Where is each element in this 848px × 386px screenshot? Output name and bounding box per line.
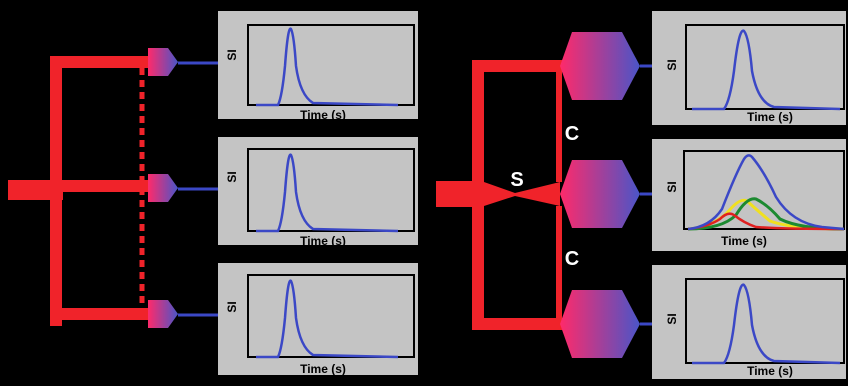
left-vessel-tree — [8, 56, 150, 326]
red-curve — [687, 212, 845, 231]
panel-background — [218, 11, 418, 119]
right-vertical-branch — [472, 60, 484, 330]
left-bottom-branch — [50, 308, 150, 320]
y-axis-label: SI — [225, 301, 239, 312]
collateral-label: C — [565, 248, 579, 270]
x-axis-label: Time (s) — [300, 234, 346, 248]
left-plot-panel: SI Time (s) — [218, 263, 418, 376]
x-axis-label: Time (s) — [300, 108, 346, 122]
plot-axes — [685, 24, 845, 110]
x-axis-label: Time (s) — [300, 362, 346, 376]
collateral-label: C — [565, 123, 579, 145]
right-plot-panel: SI Time (s) — [652, 11, 846, 125]
x-axis-label: Time (s) — [721, 234, 767, 248]
right-plot-panel-stenotic: SI Time (s) — [652, 139, 846, 251]
x-axis-label: Time (s) — [747, 110, 793, 124]
panel-background — [652, 265, 846, 379]
y-axis-label: SI — [225, 171, 239, 182]
collateral-upper — [556, 72, 562, 182]
left-trunk — [8, 180, 63, 200]
panel-background — [652, 11, 846, 125]
right-capillary-bed — [560, 32, 640, 100]
y-axis-label: SI — [665, 181, 679, 192]
x-axis-label: Time (s) — [747, 364, 793, 378]
signal-curve — [687, 154, 845, 231]
left-mid-branch — [50, 180, 150, 192]
right-trunk — [436, 181, 476, 207]
left-plot-panel: SI Time (s) — [218, 11, 418, 122]
y-axis-label: SI — [665, 313, 679, 324]
plot-axes — [685, 278, 845, 364]
panel-background — [218, 137, 418, 245]
green-curve — [687, 197, 845, 231]
signal-curve — [692, 29, 841, 111]
signal-curve — [256, 279, 399, 359]
right-capillary-bed — [560, 290, 640, 358]
stenosis-label: S — [510, 169, 523, 191]
right-capillary-beds — [560, 32, 656, 358]
left-plot-panel: SI Time (s) — [218, 137, 418, 248]
plot-axes — [247, 148, 415, 232]
left-capillary-beds — [148, 48, 220, 328]
right-top-branch — [472, 60, 567, 72]
y-axis-label: SI — [225, 49, 239, 60]
signal-curve — [256, 153, 399, 233]
left-capillary-bed — [148, 48, 178, 76]
left-capillary-bed — [148, 174, 178, 202]
plot-axes — [247, 274, 415, 358]
left-capillary-bed — [148, 300, 178, 328]
left-top-branch — [50, 56, 150, 68]
right-bottom-branch — [472, 318, 567, 330]
signal-curve — [692, 283, 841, 365]
collateral-lower — [556, 206, 562, 318]
right-plot-panel: SI Time (s) — [652, 265, 846, 379]
right-vessel-tree — [436, 60, 567, 330]
signal-curve — [256, 27, 399, 107]
right-capillary-bed — [560, 160, 640, 228]
plot-axes — [247, 24, 415, 106]
y-axis-label: SI — [665, 59, 679, 70]
stenosis-vessel — [484, 182, 560, 206]
